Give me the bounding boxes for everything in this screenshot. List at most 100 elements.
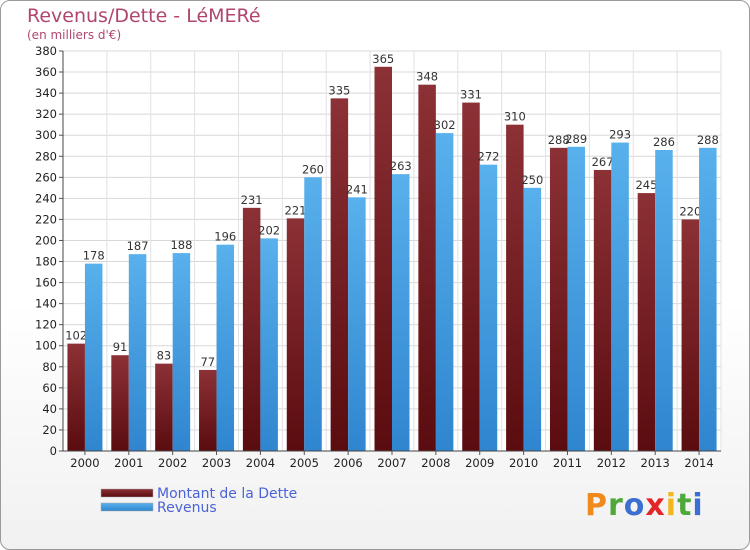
data-label-debt: 221 bbox=[285, 203, 307, 217]
y-tick-label: 380 bbox=[35, 44, 57, 58]
data-label-debt: 91 bbox=[113, 340, 128, 354]
bar-debt bbox=[199, 369, 217, 451]
bar-revenue bbox=[655, 149, 673, 451]
data-label-debt: 77 bbox=[200, 355, 215, 369]
bar-revenue bbox=[216, 244, 235, 451]
data-label-revenue: 187 bbox=[127, 239, 149, 253]
data-label-revenue: 302 bbox=[434, 118, 456, 132]
data-label-debt: 331 bbox=[460, 88, 482, 102]
x-tick-label: 2001 bbox=[114, 456, 143, 470]
x-tick-label: 2010 bbox=[509, 456, 538, 470]
x-tick-label: 2013 bbox=[641, 456, 670, 470]
bar-debt bbox=[506, 124, 524, 452]
bar-debt bbox=[330, 98, 349, 452]
data-label-revenue: 188 bbox=[170, 238, 192, 252]
bar-revenue bbox=[699, 147, 717, 451]
y-tick-label: 100 bbox=[35, 339, 57, 353]
y-tick-label: 180 bbox=[35, 255, 57, 269]
data-label-debt: 245 bbox=[635, 178, 657, 192]
data-label-revenue: 260 bbox=[302, 162, 324, 176]
bar-revenue bbox=[84, 263, 103, 451]
data-label-debt: 310 bbox=[504, 110, 526, 124]
y-tick-label: 340 bbox=[35, 86, 57, 100]
data-label-revenue: 288 bbox=[697, 133, 719, 147]
y-tick-label: 240 bbox=[35, 191, 57, 205]
y-tick-label: 200 bbox=[35, 233, 57, 247]
legend-label-revenue: Revenus bbox=[157, 500, 217, 516]
data-label-debt: 348 bbox=[416, 70, 438, 84]
y-tick-label: 300 bbox=[35, 128, 57, 142]
bar-debt bbox=[111, 355, 129, 451]
x-tick-label: 2002 bbox=[158, 456, 187, 470]
data-label-revenue: 272 bbox=[478, 150, 500, 164]
bar-debt bbox=[242, 207, 261, 451]
x-tick-label: 2005 bbox=[290, 456, 319, 470]
y-tick-label: 40 bbox=[42, 402, 57, 416]
data-label-revenue: 178 bbox=[83, 249, 105, 263]
bar-revenue bbox=[348, 197, 366, 451]
bar-debt bbox=[286, 218, 305, 451]
y-tick-label: 320 bbox=[35, 107, 57, 121]
x-tick-label: 2006 bbox=[333, 456, 362, 470]
y-tick-label: 280 bbox=[35, 149, 57, 163]
y-tick-label: 220 bbox=[35, 212, 57, 226]
data-label-revenue: 241 bbox=[346, 182, 368, 196]
bar-revenue bbox=[567, 146, 585, 451]
bar-debt bbox=[418, 84, 436, 452]
x-tick-label: 2004 bbox=[246, 456, 275, 470]
y-tick-label: 360 bbox=[35, 65, 57, 79]
x-tick-label: 2012 bbox=[597, 456, 626, 470]
bar-revenue bbox=[479, 164, 498, 451]
bar-debt bbox=[637, 193, 656, 451]
data-label-debt: 83 bbox=[157, 349, 172, 363]
y-tick-label: 80 bbox=[42, 360, 57, 374]
data-label-revenue: 289 bbox=[565, 132, 587, 146]
data-label-debt: 365 bbox=[372, 52, 394, 66]
data-label-revenue: 250 bbox=[521, 173, 543, 187]
data-label-revenue: 293 bbox=[609, 128, 631, 142]
bar-debt bbox=[462, 102, 480, 451]
data-label-debt: 335 bbox=[328, 83, 350, 97]
bar-debt bbox=[593, 169, 612, 451]
legend-swatch-revenue bbox=[100, 502, 154, 512]
x-tick-label: 2008 bbox=[421, 456, 450, 470]
bar-debt bbox=[549, 147, 568, 451]
x-tick-label: 2003 bbox=[202, 456, 231, 470]
bar-debt bbox=[681, 219, 700, 451]
data-label-revenue: 263 bbox=[390, 159, 412, 173]
data-label-revenue: 202 bbox=[258, 223, 280, 237]
data-label-debt: 288 bbox=[548, 133, 570, 147]
y-tick-label: 60 bbox=[42, 381, 57, 395]
chart-title: Revenus/Dette - LéMERé bbox=[27, 5, 261, 27]
bar-revenue bbox=[304, 177, 322, 451]
y-tick-label: 140 bbox=[35, 297, 57, 311]
legend-label-debt: Montant de la Dette bbox=[157, 486, 298, 502]
y-tick-label: 20 bbox=[42, 423, 57, 437]
y-tick-label: 160 bbox=[35, 276, 57, 290]
x-tick-label: 2007 bbox=[377, 456, 406, 470]
bar-revenue bbox=[611, 142, 629, 451]
data-label-debt: 267 bbox=[592, 155, 614, 169]
data-label-debt: 231 bbox=[241, 193, 263, 207]
y-tick-label: 0 bbox=[50, 444, 57, 458]
x-tick-label: 2000 bbox=[70, 456, 99, 470]
x-tick-label: 2011 bbox=[553, 456, 582, 470]
bar-debt bbox=[374, 66, 392, 451]
data-label-revenue: 286 bbox=[653, 135, 675, 149]
x-tick-label: 2014 bbox=[684, 456, 713, 470]
x-tick-label: 2009 bbox=[465, 456, 494, 470]
bar-revenue bbox=[128, 254, 147, 451]
bar-revenue bbox=[523, 187, 542, 451]
bar-debt bbox=[67, 343, 85, 451]
bar-revenue bbox=[392, 174, 410, 451]
data-label-debt: 220 bbox=[679, 204, 701, 218]
y-tick-label: 120 bbox=[35, 318, 57, 332]
legend-swatch-debt bbox=[100, 488, 154, 498]
chart-subtitle: (en milliers d'€) bbox=[27, 28, 122, 42]
bar-revenue bbox=[260, 238, 278, 451]
proxiti-logo: Proxiti bbox=[585, 488, 704, 523]
data-label-debt: 102 bbox=[65, 329, 87, 343]
bar-debt bbox=[155, 363, 173, 451]
